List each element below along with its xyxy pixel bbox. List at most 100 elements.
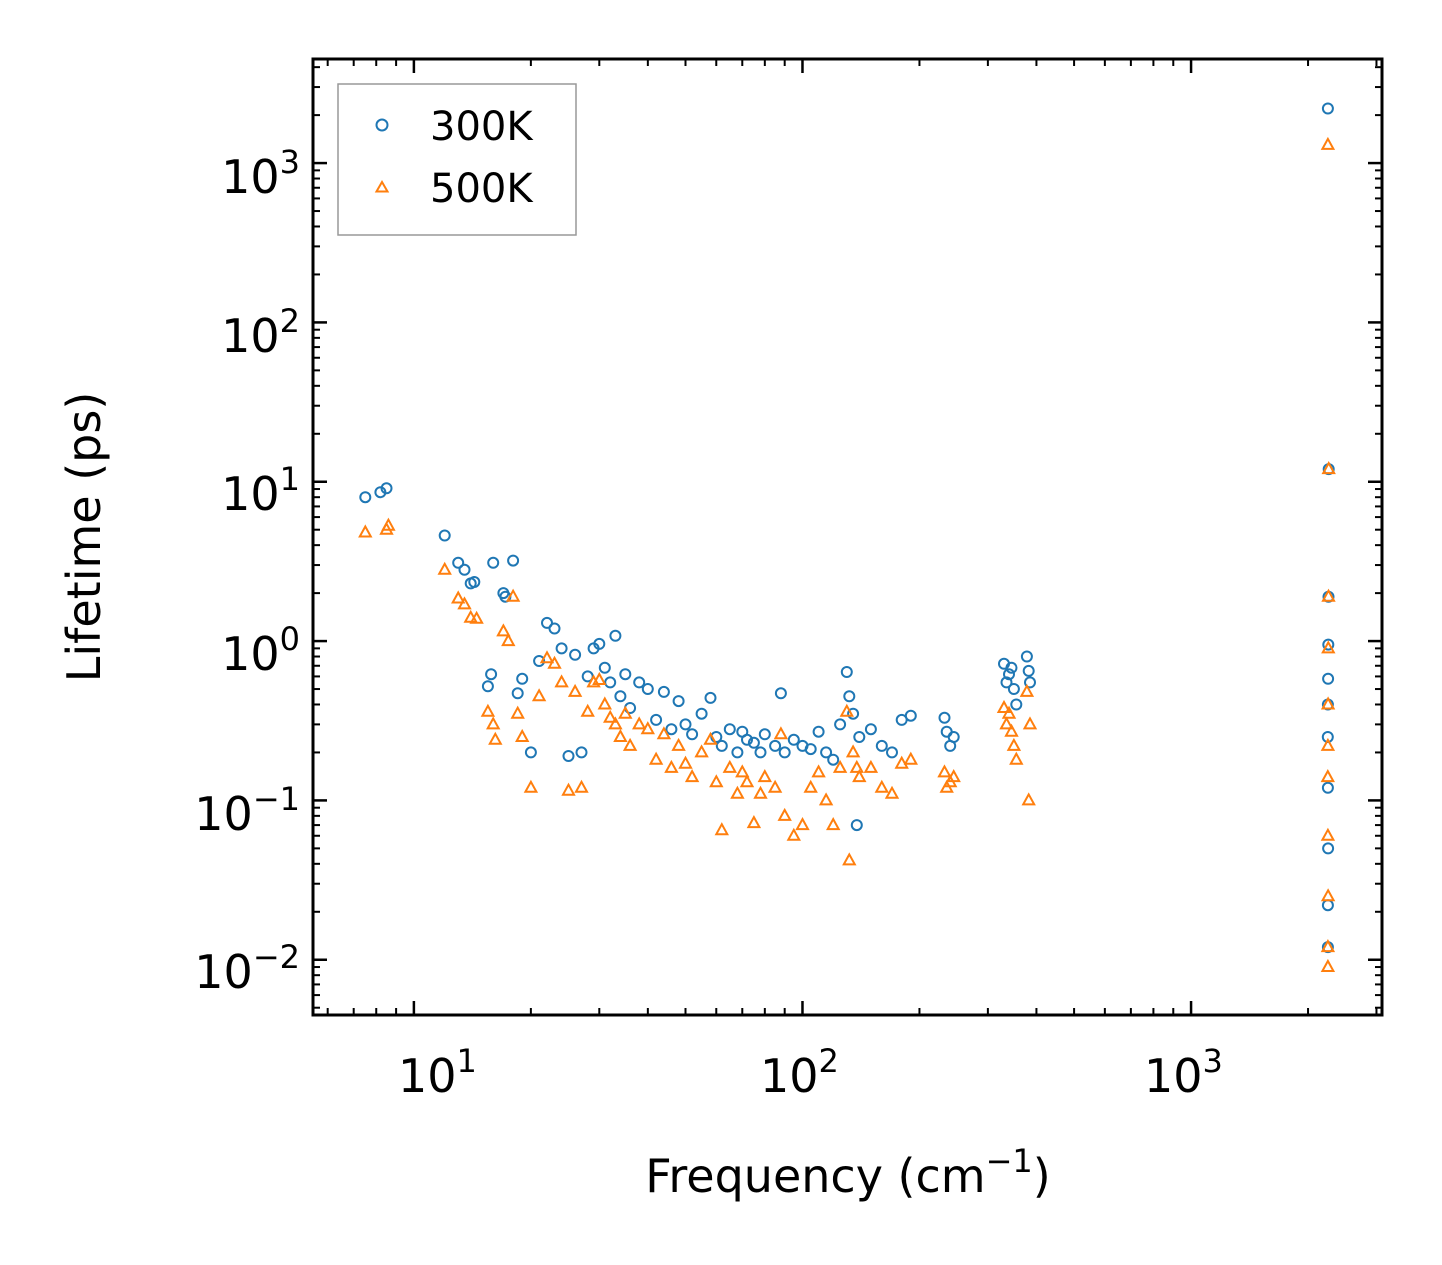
point-300k (374, 486, 387, 499)
point-300k (695, 707, 708, 720)
point-500k (523, 779, 539, 793)
point-500k (648, 751, 664, 765)
point-300k (843, 690, 856, 703)
point-300k (1010, 698, 1023, 711)
point-300k (847, 707, 860, 720)
point-500k (510, 705, 525, 719)
point-300k (787, 733, 800, 746)
point-500k (767, 779, 783, 793)
y-axis-label: Lifetime (ps) (57, 392, 111, 683)
point-300k (604, 676, 617, 689)
point-300k (864, 723, 877, 736)
y-tick-label-1: 100 (221, 620, 300, 681)
point-300k (812, 725, 825, 738)
point-500k (852, 769, 867, 783)
point-300k (507, 554, 520, 567)
point-300k (458, 563, 471, 576)
point-500k (622, 737, 638, 751)
point-500k (531, 688, 547, 702)
point-300k (1024, 676, 1036, 689)
point-300k (569, 648, 582, 661)
point-300k (774, 687, 787, 700)
point-500k (574, 779, 589, 793)
point-300k (1321, 102, 1334, 115)
point-300k (778, 746, 791, 759)
legend-marker-300k (375, 118, 389, 132)
point-300k (575, 746, 588, 759)
legend-frame (337, 83, 577, 236)
point-500k (746, 815, 762, 829)
point-300k (481, 680, 494, 693)
x-tick-label-1000: 103 (1144, 1042, 1223, 1103)
legend-label-300k: 300K (430, 104, 534, 150)
point-300k (468, 576, 481, 588)
point-300k (1020, 650, 1033, 663)
point-500k (1006, 737, 1022, 751)
point-300k (850, 819, 863, 832)
point-300k (769, 739, 782, 752)
point-500k (722, 759, 737, 773)
x-tick-label-100: 102 (760, 1042, 839, 1103)
point-300k (609, 629, 622, 642)
point-500k (437, 561, 452, 575)
point-300k (840, 666, 853, 678)
point-500k (1019, 683, 1035, 697)
legend: 300K 500K (337, 83, 577, 236)
point-300k (1003, 668, 1015, 681)
point-500k (735, 764, 750, 778)
point-500k (709, 774, 724, 788)
point-500k (874, 779, 889, 793)
point-500k (613, 728, 628, 742)
point-500k (832, 759, 848, 773)
point-500k (849, 759, 864, 773)
point-500k (580, 703, 595, 717)
legend-label-500k: 500K (430, 166, 534, 212)
point-300k (672, 695, 685, 708)
data-points (358, 102, 1336, 972)
point-300k (657, 685, 670, 698)
point-500k (486, 716, 501, 730)
point-500k (894, 755, 909, 769)
point-500k (803, 779, 818, 793)
point-300k (452, 556, 465, 569)
point-500k (1320, 769, 1335, 783)
legend-marker-500k (374, 180, 390, 193)
point-500k (777, 807, 792, 821)
point-300k (562, 750, 575, 762)
point-500k (795, 817, 810, 831)
point-300k (593, 637, 606, 650)
point-500k (1320, 827, 1336, 841)
point-300k (641, 683, 654, 695)
point-500k (618, 705, 633, 719)
point-300k (487, 556, 500, 569)
point-300k (1322, 638, 1335, 651)
point-300k (947, 731, 960, 743)
point-300k (853, 731, 866, 743)
point-300k (619, 668, 632, 681)
point-500k (946, 769, 961, 783)
series-300k (359, 102, 1335, 954)
point-500k (603, 709, 618, 723)
x-tick-labels: 101 102 103 (398, 1042, 1223, 1103)
point-300k (533, 655, 546, 667)
point-500k (996, 699, 1012, 713)
point-300k (665, 723, 678, 736)
x-tick-label-10: 101 (398, 1042, 477, 1103)
point-500k (884, 785, 900, 799)
point-300k (555, 642, 568, 655)
point-300k (827, 753, 840, 766)
major-ticks (313, 59, 1382, 1015)
point-300k (380, 482, 393, 495)
point-500k (451, 590, 466, 604)
point-500k (1320, 696, 1336, 710)
point-300k (731, 746, 744, 759)
point-500k (1320, 136, 1336, 150)
point-500k (640, 721, 655, 735)
point-300k (686, 728, 699, 741)
point-500k (694, 744, 709, 758)
point-500k (554, 674, 569, 688)
point-500k (1321, 588, 1336, 602)
point-500k (1321, 640, 1336, 654)
x-axis-label: Frequency (cm−1) (645, 1142, 1050, 1203)
